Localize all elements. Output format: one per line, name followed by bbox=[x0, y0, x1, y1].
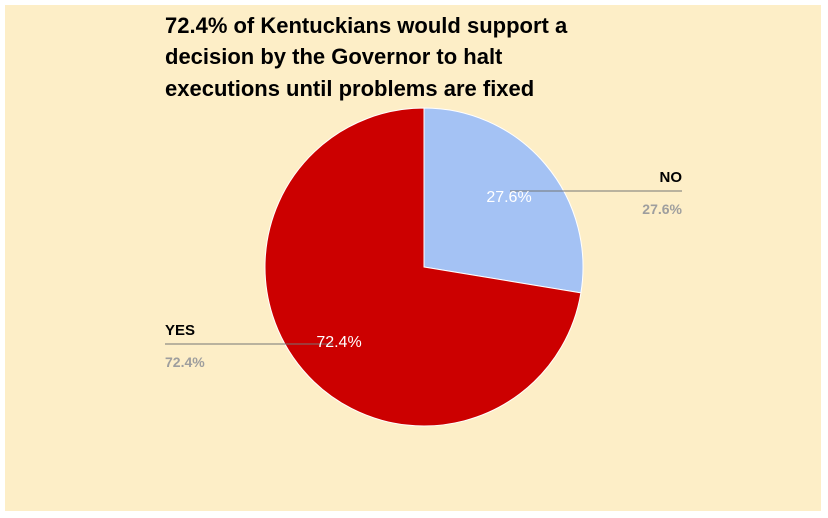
chart-title-line-3: executions until problems are fixed bbox=[165, 76, 534, 101]
chart-title-line-1: 72.4% of Kentuckians would support a bbox=[165, 13, 568, 38]
yes-callout-name: YES bbox=[165, 322, 195, 339]
pie-slice-yes bbox=[264, 107, 582, 427]
no-slice-value-label: 27.6% bbox=[486, 189, 531, 206]
no-callout-value: 27.6% bbox=[642, 201, 682, 217]
yes-callout-value: 72.4% bbox=[165, 354, 205, 370]
chart-title-line-2: decision by the Governor to halt bbox=[165, 44, 503, 69]
pie-slice-no bbox=[423, 107, 584, 294]
pie-slices bbox=[264, 107, 584, 427]
yes-slice-value-label: 72.4% bbox=[316, 334, 361, 351]
no-callout-name: NO bbox=[660, 169, 683, 186]
